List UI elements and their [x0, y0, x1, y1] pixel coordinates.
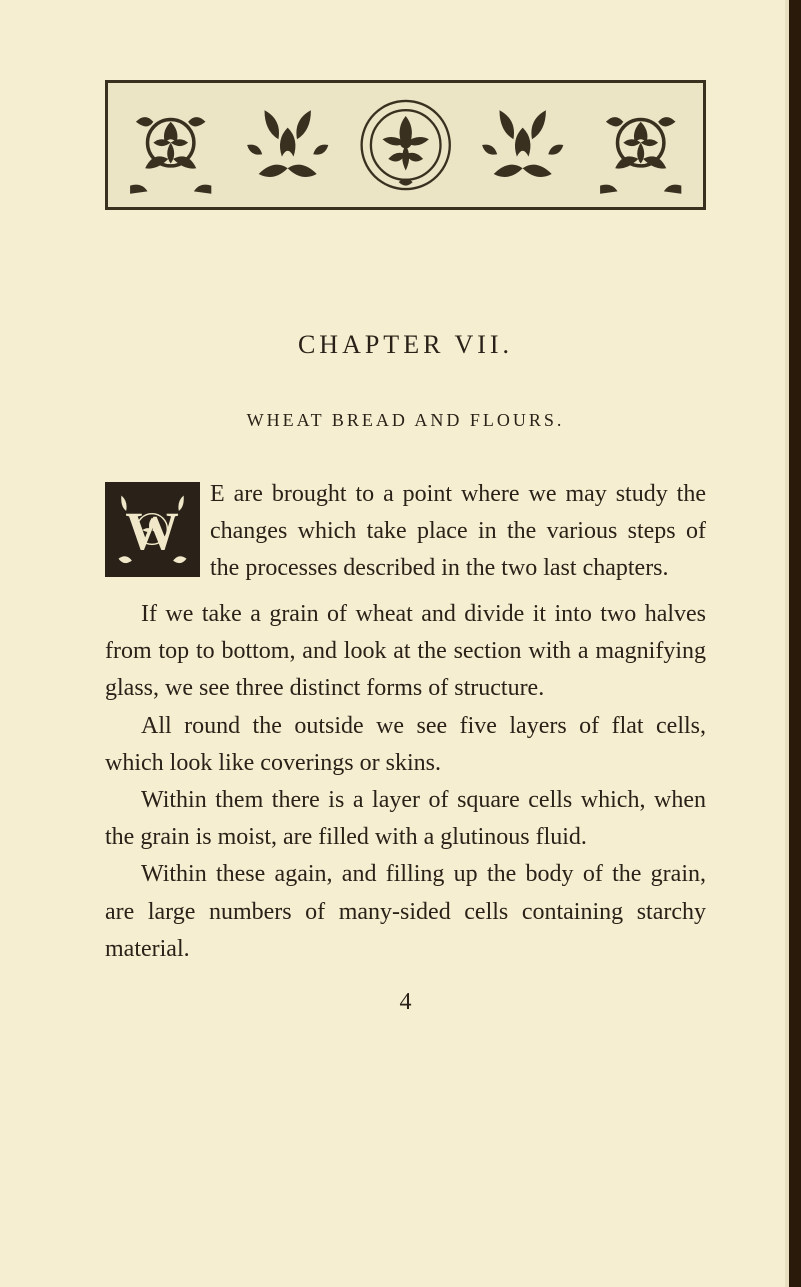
paragraph-3: All round the outside we see five layers…	[105, 708, 706, 782]
paragraph-1: W E are brought to a point where we may …	[105, 476, 706, 596]
paragraph-4: Within them there is a layer of square c…	[105, 782, 706, 856]
paragraph-5: Within these again, and filling up the b…	[105, 856, 706, 968]
chapter-heading: CHAPTER VII.	[105, 330, 706, 360]
page-number: 4	[105, 984, 706, 1021]
paragraph-1-text: E are brought to a point where we may st…	[210, 481, 706, 581]
ornament-banner	[105, 80, 706, 210]
page-container: CHAPTER VII. WHEAT BREAD AND FLOURS.	[0, 0, 801, 1287]
drop-cap-w: W	[105, 482, 200, 577]
page-edge	[789, 0, 801, 1287]
ornament-rose-1	[112, 87, 229, 203]
body-text: W E are brought to a point where we may …	[105, 476, 706, 1021]
paragraph-2: If we take a grain of wheat and divide i…	[105, 596, 706, 708]
ornament-rose-center	[347, 87, 464, 203]
ornament-rose-2	[229, 87, 346, 203]
ornament-rose-5	[582, 87, 699, 203]
svg-text:W: W	[125, 501, 179, 561]
chapter-subtitle: WHEAT BREAD AND FLOURS.	[105, 410, 706, 431]
ornament-rose-4	[464, 87, 581, 203]
